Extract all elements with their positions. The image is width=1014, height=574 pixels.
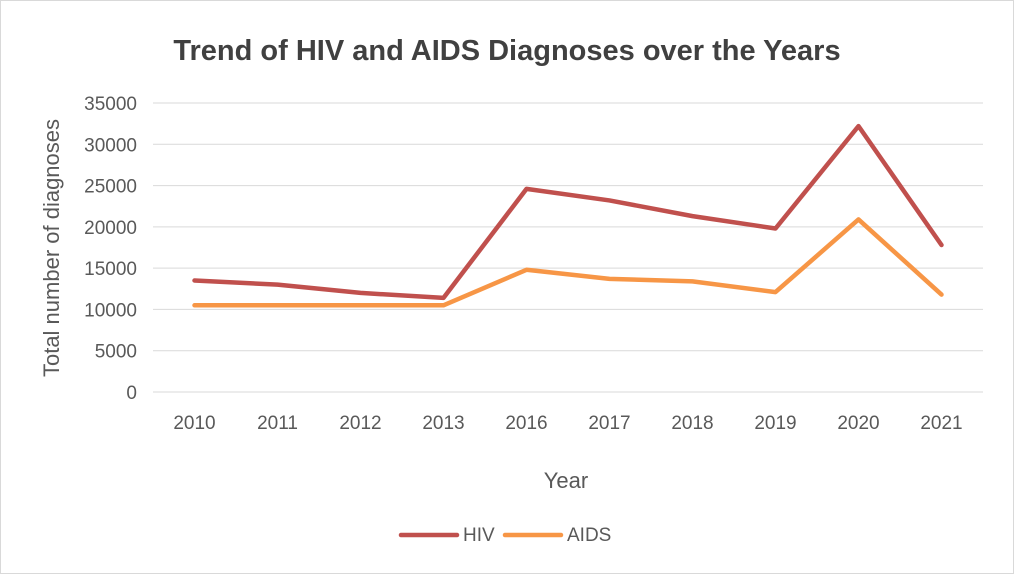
legend-label-aids: AIDS	[567, 525, 611, 546]
y-axis-label: Total number of diagnoses	[39, 119, 64, 377]
legend: HIV AIDS	[398, 525, 611, 546]
x-tick-label: 2010	[173, 413, 215, 434]
y-tick-label: 15000	[84, 259, 137, 280]
gridlines	[153, 102, 983, 393]
y-tick-label: 0	[126, 383, 137, 404]
y-tick-label: 35000	[84, 94, 137, 115]
x-tick-labels: 2010 2011 2012 2013 2016 2017 2018 2019 2020 2021	[173, 413, 962, 434]
x-axis-label: Year	[544, 468, 588, 493]
y-tick-labels: 0 5000 10000 15000 20000 25000 30000 35000	[84, 94, 137, 404]
x-tick-label: 2017	[588, 413, 630, 434]
x-tick-label: 2021	[920, 413, 962, 434]
x-tick-label: 2016	[505, 413, 547, 434]
x-tick-label: 2019	[754, 413, 796, 434]
x-tick-label: 2013	[422, 413, 464, 434]
y-tick-label: 20000	[84, 218, 137, 239]
series-lines	[192, 123, 944, 308]
chart-title: Trend of HIV and AIDS Diagnoses over the…	[173, 35, 840, 67]
series-line-aids	[192, 217, 944, 308]
x-tick-label: 2020	[837, 413, 879, 434]
y-tick-label: 25000	[84, 177, 137, 198]
series-line-hiv	[192, 123, 944, 301]
x-tick-label: 2011	[257, 413, 298, 434]
y-tick-label: 30000	[84, 135, 137, 156]
x-tick-label: 2018	[671, 413, 713, 434]
y-tick-label: 10000	[84, 300, 137, 321]
x-tick-label: 2012	[339, 413, 381, 434]
legend-label-hiv: HIV	[463, 525, 495, 546]
y-tick-label: 5000	[95, 342, 137, 363]
